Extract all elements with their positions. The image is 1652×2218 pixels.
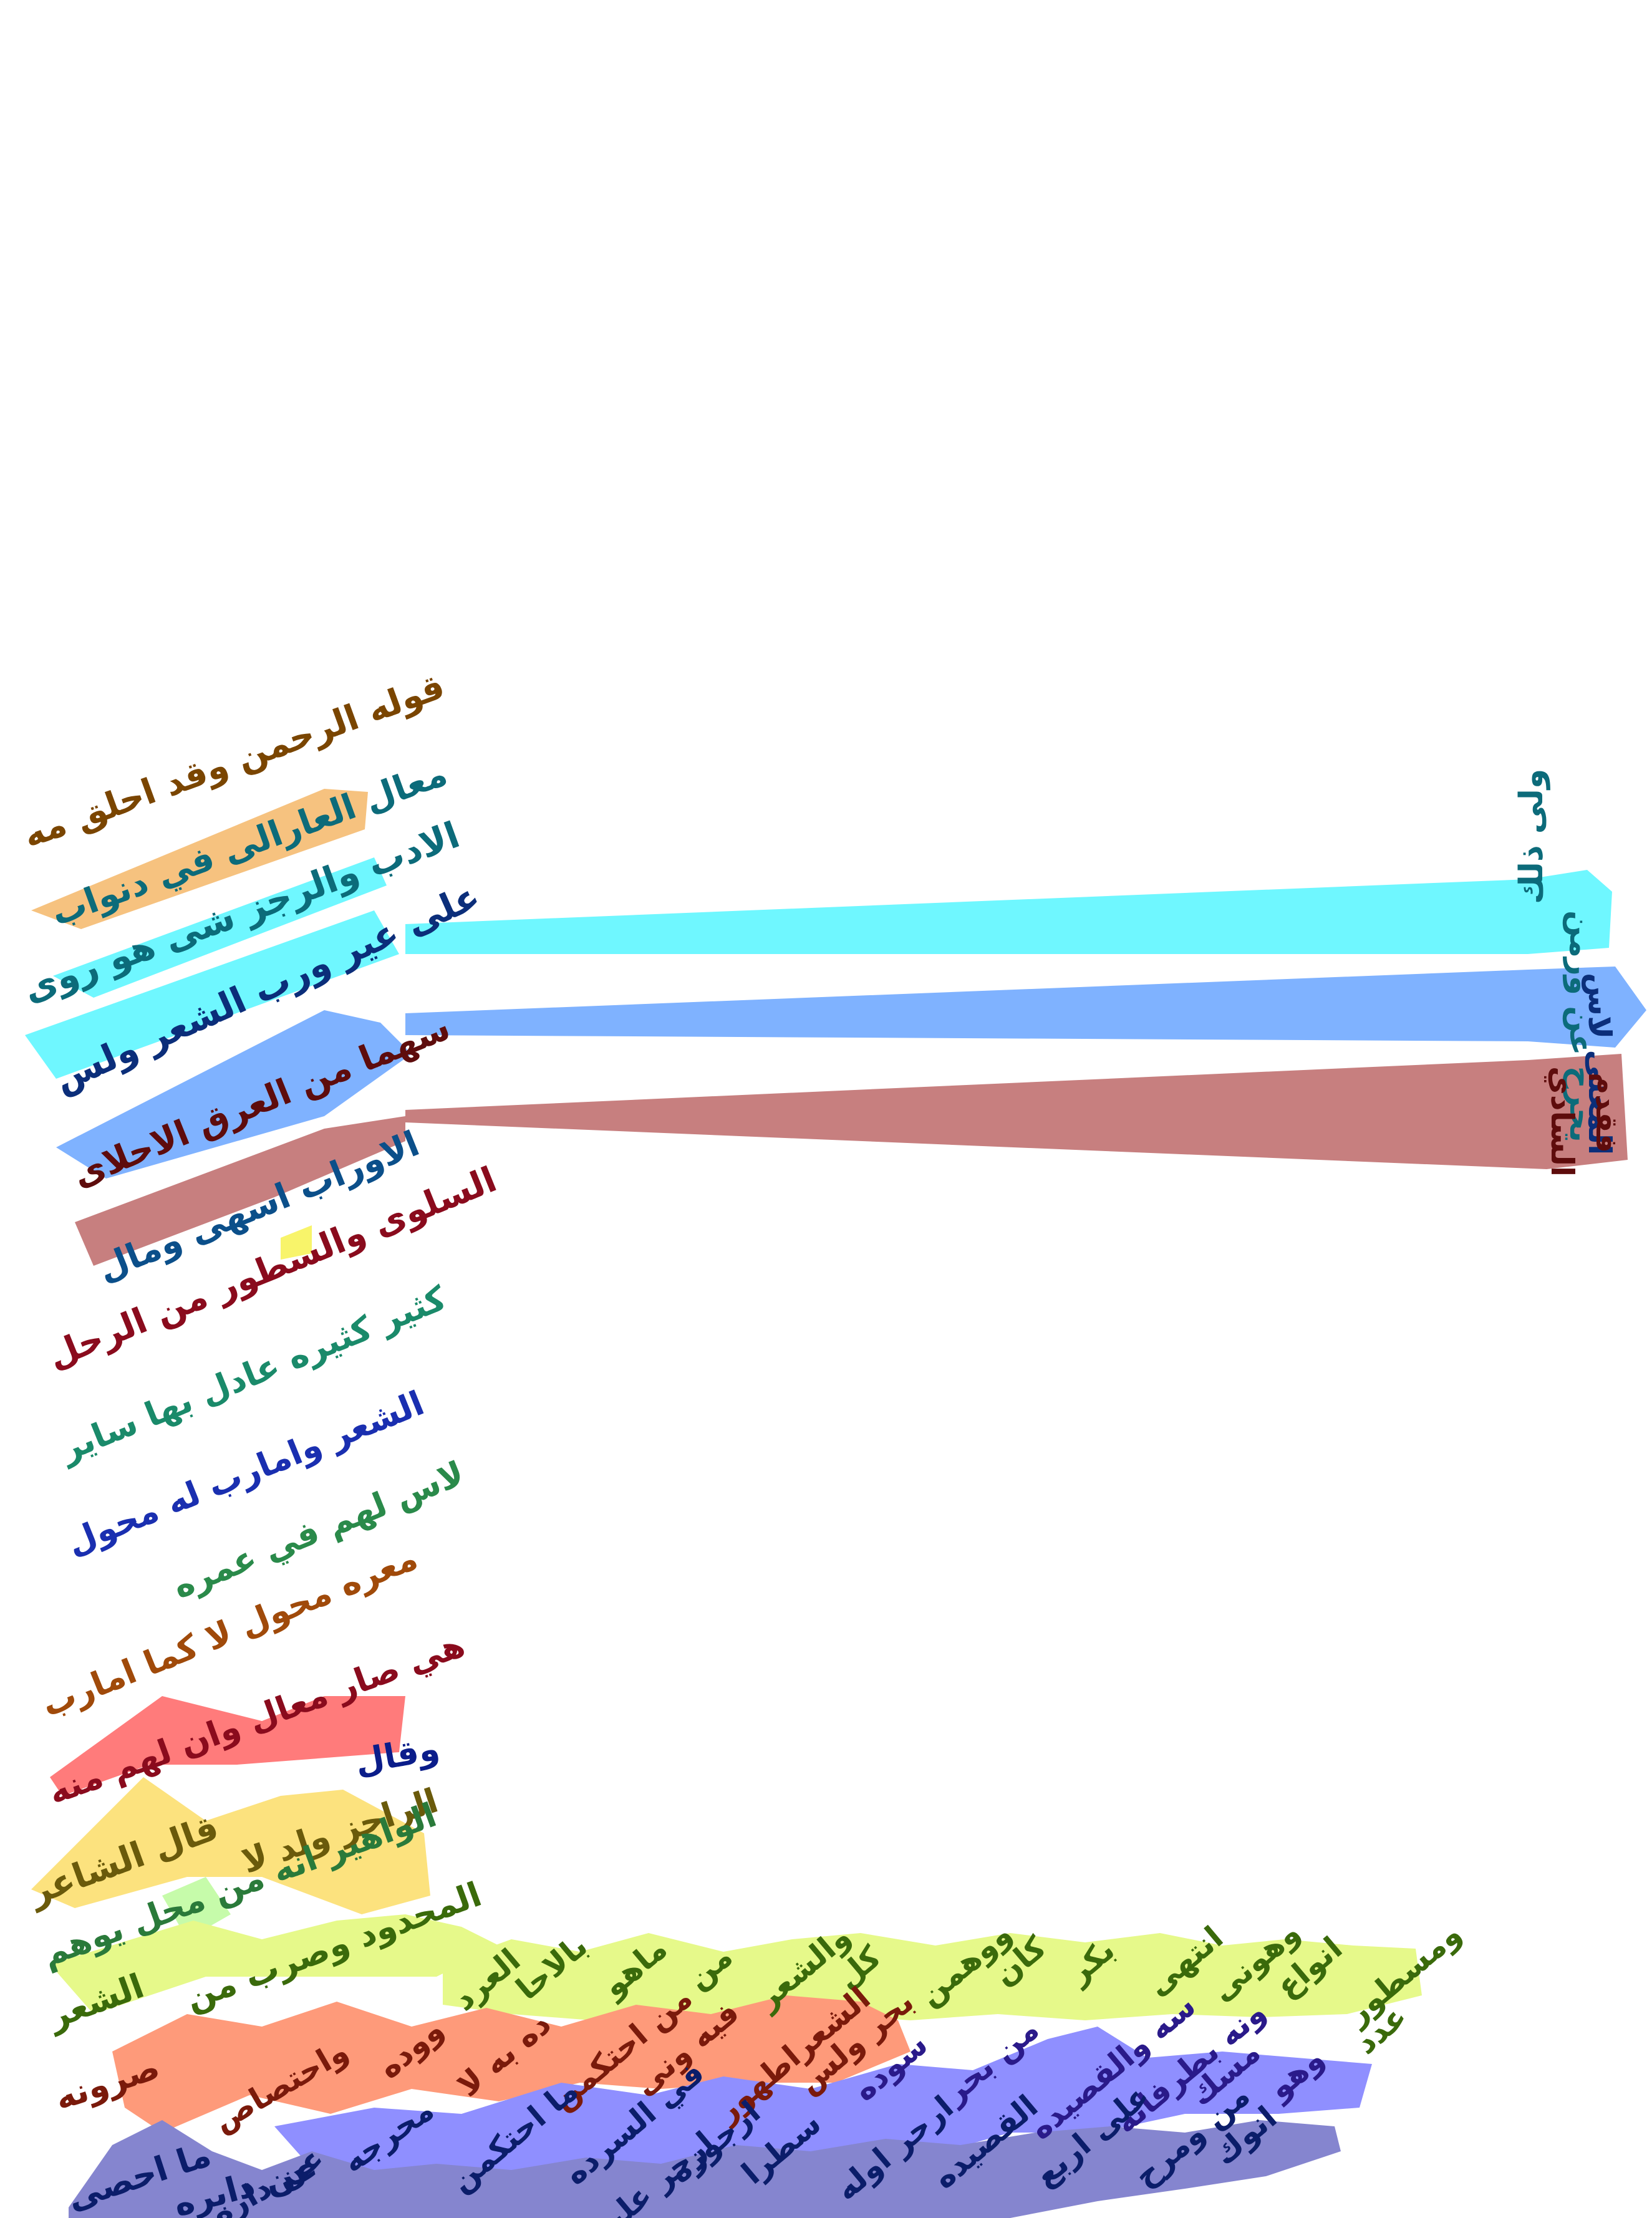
highlight-line-16	[162, 1877, 231, 1939]
connector-cyan	[405, 870, 1612, 954]
highlight-line-5	[75, 1116, 405, 1266]
margin-note-5: فقدم	[1589, 1073, 1624, 1153]
margin-note-4: السادي	[1544, 1066, 1580, 1177]
highlight-line-2	[53, 857, 387, 998]
connector-blue	[405, 967, 1646, 1048]
highlight-line-6	[281, 1225, 312, 1260]
highlight-line-12	[50, 1696, 405, 1796]
highlight-line-14	[31, 1777, 430, 1914]
highlight-line-1	[31, 789, 368, 929]
highlight-line-4	[56, 1010, 412, 1179]
margin-note-1: ولى ذلك	[1513, 768, 1550, 904]
bottom-band-4	[69, 2120, 1341, 2218]
bottom-band-2	[112, 1995, 911, 2133]
highlight-line-3	[25, 910, 399, 1079]
bottom-band-3	[274, 2027, 1372, 2182]
connector-mauve	[405, 1054, 1628, 1169]
bottom-band-1	[443, 1933, 1422, 2027]
highlight-line-17	[50, 1914, 499, 2014]
